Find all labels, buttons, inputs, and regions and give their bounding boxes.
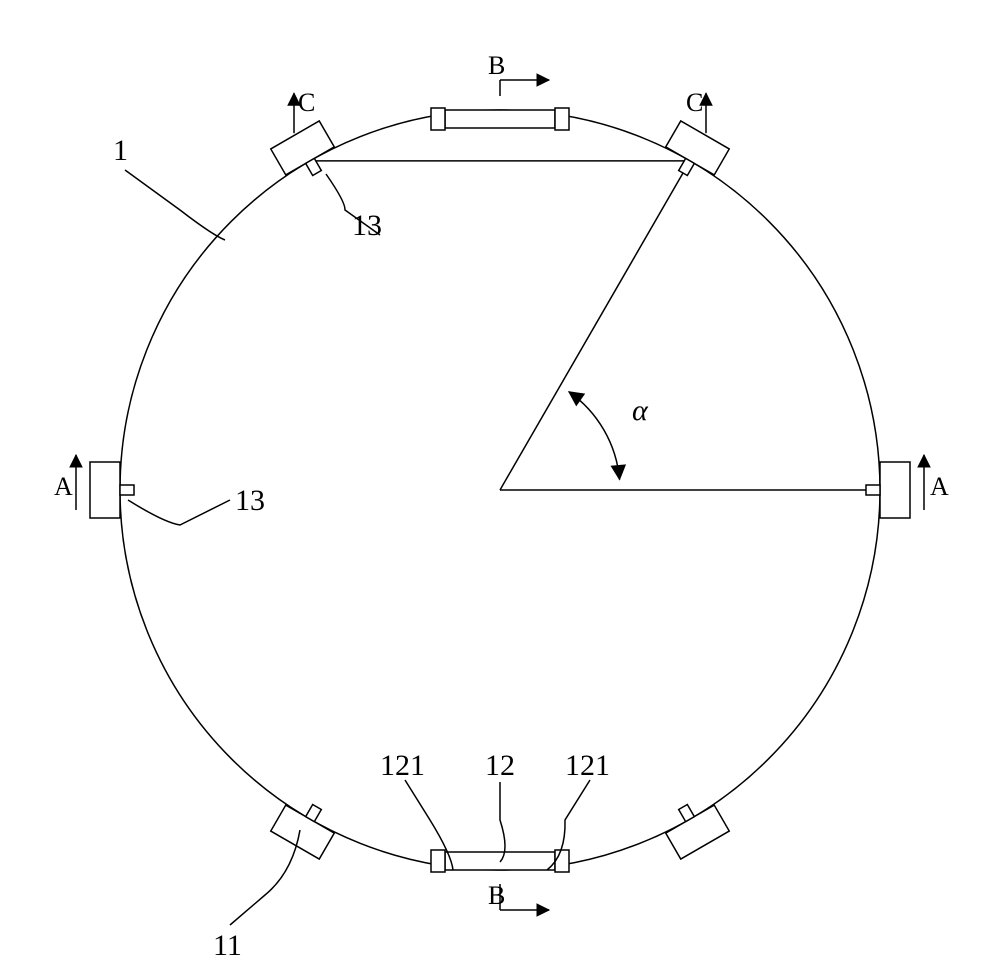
angle-label: α <box>632 394 649 427</box>
perimeter-block-rect <box>271 805 334 859</box>
connector-bar-end <box>431 850 445 872</box>
section-label: B <box>488 881 505 910</box>
section-label: B <box>488 51 505 80</box>
section-label: C <box>298 88 315 117</box>
perimeter-block-rect <box>666 121 729 175</box>
arrow-head <box>611 465 625 480</box>
callout-label: 121 <box>565 749 610 782</box>
perimeter-block <box>90 462 134 518</box>
connector-bar-body <box>445 110 555 128</box>
callout-leader <box>125 170 225 240</box>
callout-label: 12 <box>485 749 515 782</box>
perimeter-block-rect <box>90 462 120 518</box>
callout-leader <box>230 830 300 925</box>
callout-leader <box>128 500 230 525</box>
connector-bar-end <box>431 108 445 130</box>
callout-label: 13 <box>235 484 265 517</box>
callout-label: 1 <box>113 134 128 167</box>
perimeter-block-tab <box>120 485 134 495</box>
arrow-head <box>70 455 82 467</box>
arrow-head <box>569 392 584 406</box>
perimeter-block <box>866 462 910 518</box>
callout-label: 11 <box>213 929 242 962</box>
arrow-head <box>918 455 930 467</box>
perimeter-block-rect <box>880 462 910 518</box>
perimeter-block <box>271 793 341 859</box>
perimeter-block-rect <box>271 121 334 175</box>
diagram-svg: α A A B B C C 1 13 13 11 121 12 121 <box>0 0 1000 972</box>
connector-bar <box>431 108 569 130</box>
arrow-head <box>537 904 549 916</box>
connector-bar-end <box>555 108 569 130</box>
section-label: C <box>686 88 703 117</box>
connector-bar-end <box>555 850 569 872</box>
callout-label: 121 <box>380 749 425 782</box>
perimeter-block <box>659 793 729 859</box>
perimeter-block <box>659 121 729 187</box>
section-label: A <box>930 472 949 501</box>
perimeter-block <box>271 121 341 187</box>
arrow-head <box>537 74 549 86</box>
angle-radius-line <box>500 161 690 490</box>
callout-label: 13 <box>352 209 382 242</box>
perimeter-block-rect <box>666 805 729 859</box>
callout-leader <box>500 782 505 862</box>
section-label: A <box>54 472 73 501</box>
perimeter-block-tab <box>866 485 880 495</box>
